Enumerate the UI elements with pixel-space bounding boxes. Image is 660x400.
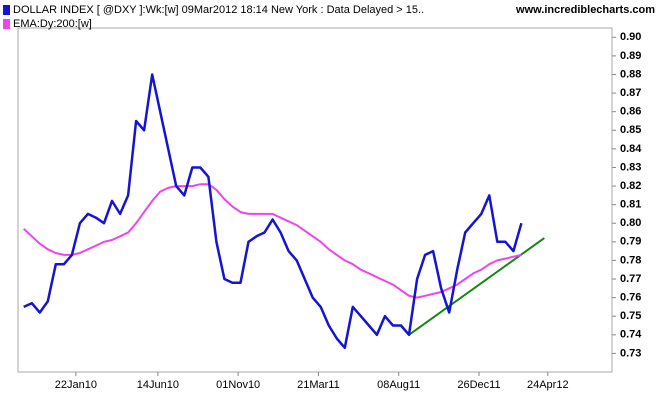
y-tick-label: 0.81 <box>620 199 641 211</box>
y-tick-label: 0.83 <box>620 161 641 173</box>
x-tick-label: 21Mar11 <box>297 379 340 391</box>
series-line <box>23 183 522 299</box>
x-tick-label: 24Apr12 <box>527 379 569 391</box>
legend-label: EMA:Dy:200:[w] <box>13 18 92 30</box>
y-tick-label: 0.82 <box>620 180 641 192</box>
y-tick-label: 0.74 <box>620 329 642 341</box>
y-tick-label: 0.78 <box>620 254 641 266</box>
x-tick-label: 26Dec11 <box>457 379 500 391</box>
y-tick-label: 0.84 <box>620 143 642 155</box>
legend-swatch <box>3 19 10 29</box>
x-tick-label: 14Jun10 <box>137 379 179 391</box>
y-tick-label: 0.89 <box>620 50 641 62</box>
x-tick-label: 08Aug11 <box>377 379 420 391</box>
y-tick-label: 0.86 <box>620 106 641 118</box>
legend-swatch <box>3 5 10 15</box>
y-tick-label: 0.79 <box>620 236 641 248</box>
y-tick-label: 0.77 <box>620 273 641 285</box>
trendline <box>408 237 545 336</box>
x-tick-label: 01Nov10 <box>216 379 260 391</box>
y-tick-label: 0.88 <box>620 68 641 80</box>
x-tick-label: 22Jan10 <box>55 379 97 391</box>
y-tick-label: 0.85 <box>620 124 641 136</box>
y-tick-label: 0.90 <box>620 31 641 43</box>
y-tick-label: 0.76 <box>620 292 641 304</box>
y-tick-label: 0.80 <box>620 217 641 229</box>
series-line <box>23 73 523 350</box>
chart-title: DOLLAR INDEX [ @DXY ]:Wk:[w] 09Mar2012 1… <box>13 4 424 16</box>
plot-frame <box>17 27 613 373</box>
y-tick-label: 0.75 <box>620 310 641 322</box>
source: www.incrediblecharts.com <box>515 4 655 16</box>
y-tick-label: 0.73 <box>620 347 641 359</box>
y-tick-label: 0.87 <box>620 87 641 99</box>
